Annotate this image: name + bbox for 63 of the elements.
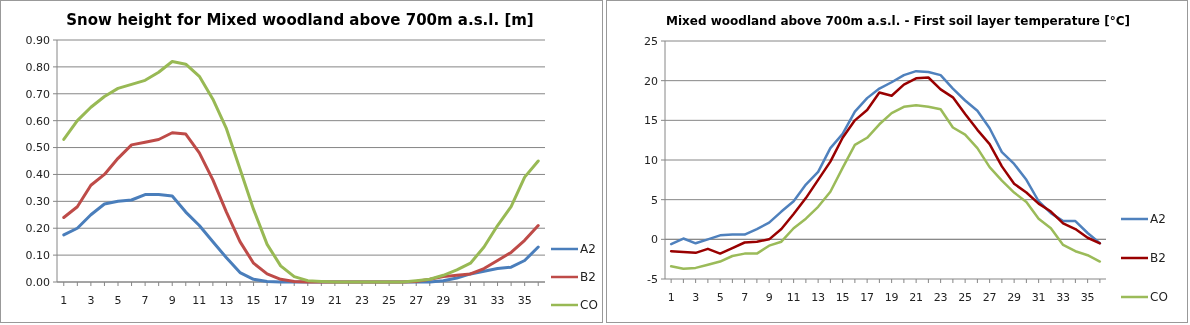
x-tick-label: 7 bbox=[141, 294, 149, 307]
x-tick-label: 31 bbox=[463, 294, 478, 307]
x-tick-label: 11 bbox=[786, 291, 801, 304]
x-tick-label: 19 bbox=[300, 294, 315, 307]
y-tick-label: 5 bbox=[651, 193, 658, 207]
y-tick-label: 0.90 bbox=[25, 33, 50, 47]
x-tick-label: 3 bbox=[87, 294, 95, 307]
y-tick-label: 0.10 bbox=[25, 248, 50, 262]
y-tick-label: 0.20 bbox=[25, 222, 50, 236]
x-tick-label: 9 bbox=[168, 294, 176, 307]
y-tick-label: 0.80 bbox=[25, 60, 50, 74]
x-tick-label: 13 bbox=[811, 291, 826, 304]
legend-label: CO bbox=[580, 298, 598, 313]
x-tick-label: 7 bbox=[741, 291, 749, 304]
y-tick-label: 25 bbox=[644, 34, 658, 48]
y-tick-label: 15 bbox=[644, 114, 658, 128]
y-tick-label: 20 bbox=[644, 74, 658, 88]
x-tick-label: 35 bbox=[1080, 291, 1095, 304]
x-tick-label: 17 bbox=[860, 291, 875, 304]
x-tick-label: 17 bbox=[273, 294, 288, 307]
x-tick-label: 5 bbox=[114, 294, 122, 307]
legend-label: CO bbox=[1150, 290, 1168, 305]
x-tick-label: 15 bbox=[835, 291, 850, 304]
x-tick-label: 21 bbox=[327, 294, 342, 307]
x-tick-label: 1 bbox=[60, 294, 68, 307]
line-series bbox=[669, 104, 1102, 270]
x-tick-label: 33 bbox=[490, 294, 505, 307]
x-tick-label: 13 bbox=[219, 294, 234, 307]
legend-label: B2 bbox=[580, 270, 596, 285]
x-tick-label: 3 bbox=[692, 291, 700, 304]
y-tick-label: 0.30 bbox=[25, 195, 50, 209]
chart-title: Snow height for Mixed woodland above 700m a.s.l. [m] bbox=[66, 11, 534, 29]
y-tick-label: 10 bbox=[644, 153, 658, 167]
y-tick-label: -5 bbox=[647, 272, 658, 286]
x-tick-label: 25 bbox=[382, 294, 397, 307]
legend-label: A2 bbox=[580, 242, 596, 257]
x-tick-label: 23 bbox=[355, 294, 369, 307]
x-tick-label: 27 bbox=[409, 294, 424, 307]
x-tick-label: 1 bbox=[667, 291, 675, 304]
x-tick-label: 29 bbox=[436, 294, 451, 307]
x-tick-label: 27 bbox=[982, 291, 997, 304]
x-tick-label: 31 bbox=[1031, 291, 1046, 304]
y-tick-label: 0.70 bbox=[25, 87, 50, 101]
y-tick-label: 0.50 bbox=[25, 141, 50, 155]
x-tick-label: 25 bbox=[958, 291, 973, 304]
legend-label: B2 bbox=[1150, 251, 1166, 266]
x-tick-label: 23 bbox=[933, 291, 948, 304]
y-tick-label: 0.40 bbox=[25, 168, 50, 182]
legend-label: A2 bbox=[1150, 212, 1166, 227]
x-tick-label: 21 bbox=[909, 291, 924, 304]
line-series bbox=[62, 60, 540, 284]
x-tick-label: 15 bbox=[246, 294, 261, 307]
y-tick-label: 0 bbox=[651, 233, 658, 247]
x-tick-label: 19 bbox=[884, 291, 899, 304]
x-tick-label: 35 bbox=[517, 294, 532, 307]
y-tick-label: 0.60 bbox=[25, 114, 50, 128]
y-tick-label: 0.00 bbox=[25, 275, 50, 289]
x-tick-label: 29 bbox=[1007, 291, 1022, 304]
chart-title: Mixed woodland above 700m a.s.l. - First soil layer temperature [°C] bbox=[666, 14, 1130, 28]
x-tick-label: 11 bbox=[192, 294, 207, 307]
x-tick-label: 9 bbox=[765, 291, 773, 304]
x-tick-label: 5 bbox=[716, 291, 724, 304]
x-tick-label: 33 bbox=[1056, 291, 1071, 304]
